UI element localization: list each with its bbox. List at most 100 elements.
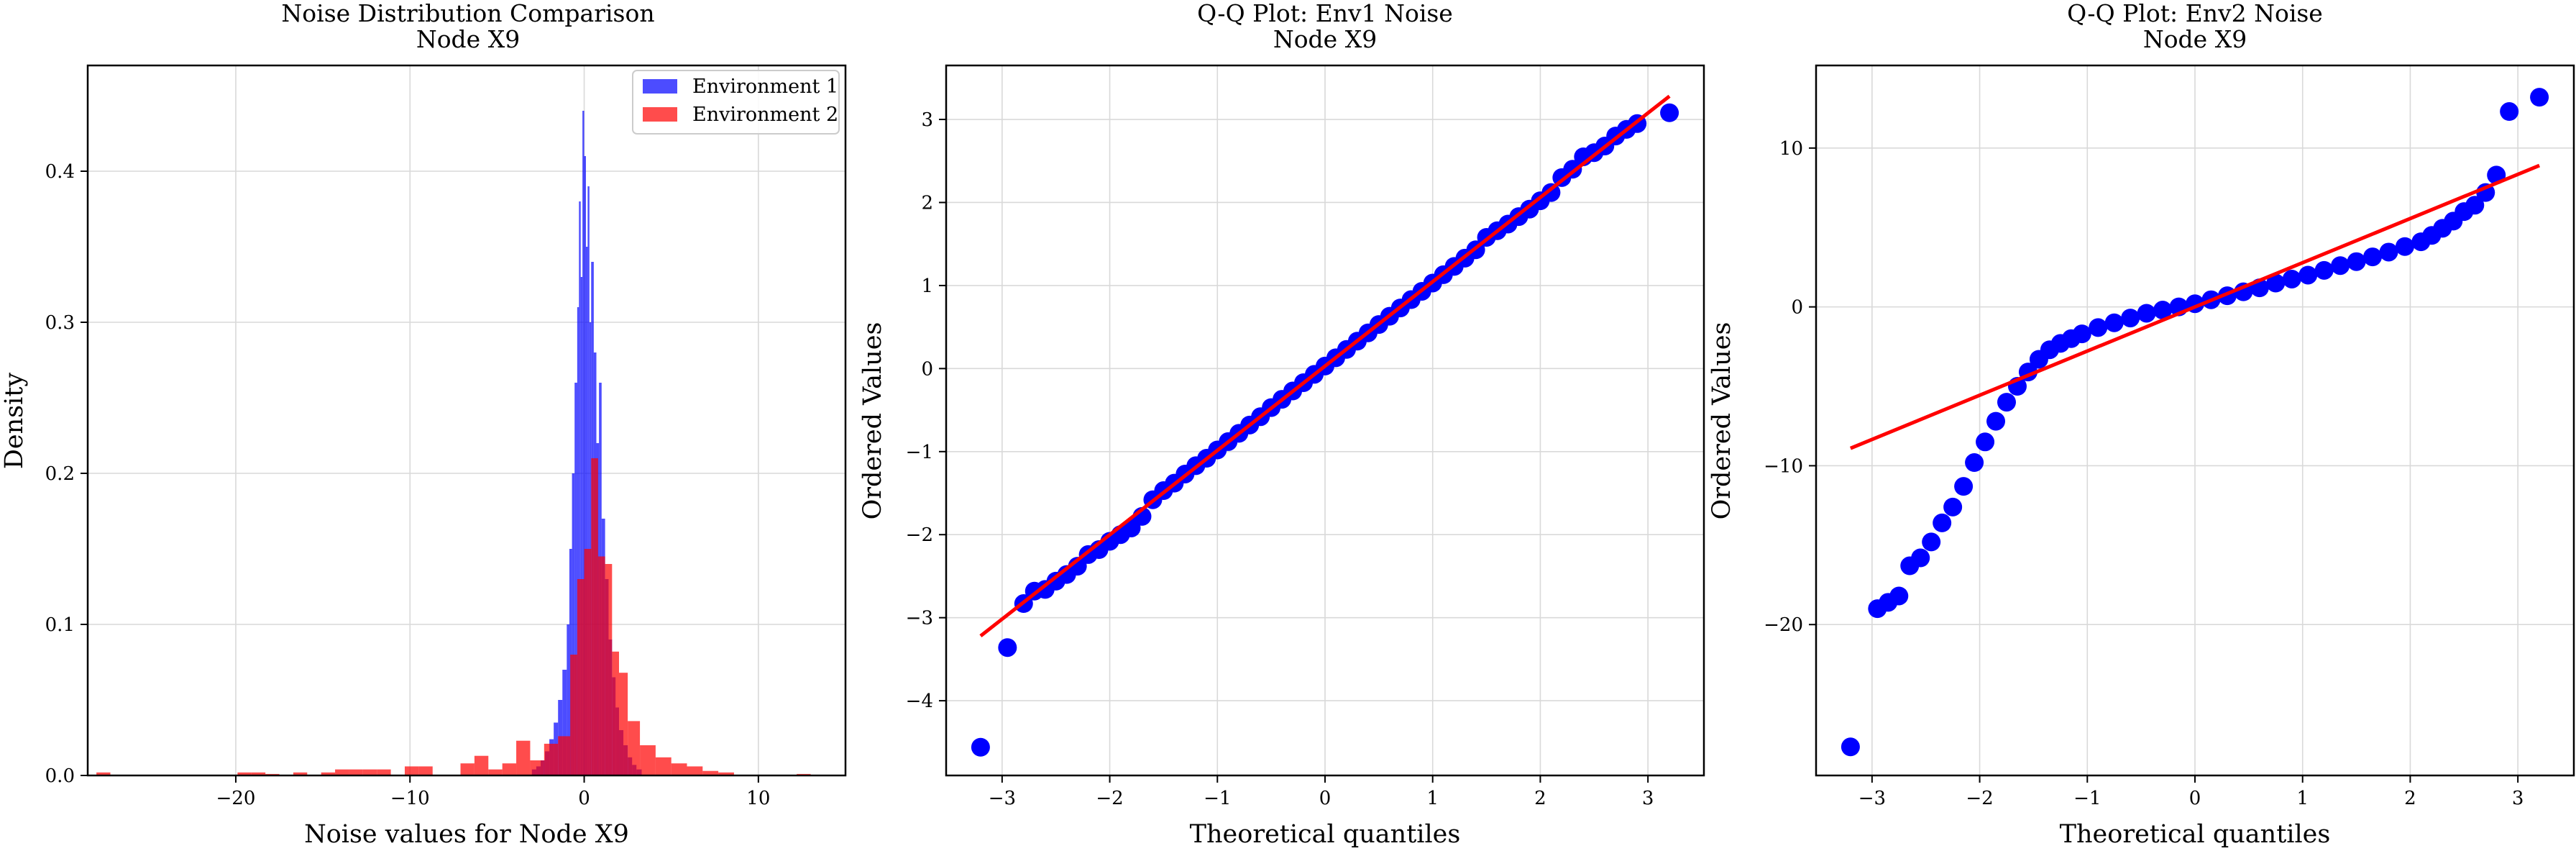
qq-env2-fit-line-group [1849, 163, 2541, 450]
qq-point [2104, 313, 2124, 332]
env2-histogram-bar [718, 772, 734, 775]
env2-histogram-bar [362, 769, 377, 775]
histogram-y-axis-label: Density [0, 373, 29, 470]
y-tick-label: 1 [921, 276, 933, 297]
y-tick-label: −2 [906, 524, 933, 546]
histogram-y-ticks: 0.0 0.1 0.2 0.3 0.4 [45, 161, 88, 787]
qq-env1-y-ticks: −4 −3 −2 −1 0 1 2 3 [906, 109, 946, 712]
x-tick-label: 1 [2296, 788, 2309, 809]
env2-histogram-bar [404, 766, 419, 775]
qq-point [1911, 548, 1930, 568]
y-tick-label: 3 [921, 109, 933, 131]
y-tick-label: −3 [906, 608, 933, 629]
qq-fit-line [979, 94, 1671, 638]
env1-histogram-bar [574, 383, 577, 775]
legend-swatch-environment-1 [643, 79, 677, 94]
y-tick-label: −1 [906, 442, 933, 463]
qq-point [2465, 196, 2485, 215]
x-tick-label: 10 [746, 788, 770, 809]
qq-point [998, 638, 1017, 657]
histogram-title-line1: Noise Distribution Comparison [281, 0, 654, 27]
env2-histogram-bar [584, 549, 592, 775]
qq-point [2153, 301, 2173, 320]
env2-histogram-bar [251, 772, 266, 775]
x-tick-label: 2 [1534, 788, 1546, 809]
y-tick-label: −10 [1764, 455, 1803, 477]
histogram-title-line2: Node X9 [416, 25, 520, 53]
env2-histogram-bar [558, 736, 571, 775]
qq-env1-panel: Q-Q Plot: Env1 Noise Node X9 −3 −2 −1 0 1 2 3 … [858, 0, 1705, 849]
env2-histogram-bar [591, 458, 598, 775]
qq-point [2347, 252, 2366, 271]
qq-env2-grid [1816, 65, 2574, 775]
qq-point [2089, 318, 2108, 337]
qq-env2-panel: Q-Q Plot: Env2 Noise Node X9 −3 −2 −1 0 1 2 3 … [1708, 0, 2575, 849]
legend-swatch-environment-2 [643, 107, 677, 122]
qq-point [2266, 273, 2286, 293]
env1-histogram-bar [584, 156, 586, 775]
legend-frame [632, 70, 840, 135]
env2-histogram-bar [516, 740, 531, 775]
legend-label-environment-1: Environment 1 [692, 76, 838, 98]
env1-histogram-bar [585, 247, 588, 775]
qq-point [1541, 183, 1561, 202]
qq-point [1954, 477, 1974, 496]
env1-histogram-bar [577, 307, 579, 775]
env2-histogram-bar [335, 769, 349, 775]
env2-histogram-bar [619, 673, 628, 775]
qq-point [1933, 513, 1952, 532]
qq-point [1986, 411, 2006, 431]
qq-env1-x-ticks: −3 −2 −1 0 1 2 3 [989, 775, 1654, 809]
env2-histogram-bar [577, 579, 585, 775]
y-tick-label: 0.3 [45, 312, 75, 334]
env2-histogram-bar [605, 564, 613, 775]
env2-histogram-bar [687, 766, 703, 775]
qq-point [2379, 242, 2398, 262]
x-tick-label: −2 [1096, 788, 1123, 809]
env2-histogram-bar [96, 772, 111, 775]
env2-histogram-bar [612, 651, 620, 775]
qq-env2-title-line1: Q-Q Plot: Env2 Noise [2067, 0, 2323, 27]
y-tick-label: 0 [1791, 297, 1803, 319]
env2-histogram-bar [671, 763, 687, 775]
env2-histogram-bar [502, 763, 517, 775]
qq-env1-fit-line-group [979, 94, 1671, 638]
env1-histogram-bar [587, 186, 590, 775]
env2-histogram-bar [418, 766, 433, 775]
env2-histogram-bar [628, 721, 641, 775]
qq-env2-x-axis-label: Theoretical quantiles [2060, 820, 2331, 849]
qq-point [1943, 497, 1963, 516]
env1-histogram-bar [580, 277, 583, 775]
env2-histogram-bar [488, 769, 503, 775]
x-tick-label: 1 [1426, 788, 1439, 809]
x-tick-label: 3 [1642, 788, 1654, 809]
qq-point [1976, 432, 1995, 452]
qq-point [1922, 532, 1941, 552]
qq-point [1997, 393, 2016, 412]
histogram-bars [96, 111, 811, 775]
x-tick-label: −2 [1966, 788, 1993, 809]
y-tick-label: 0.2 [45, 463, 75, 485]
qq-point [2072, 324, 2091, 344]
env1-histogram-bar [579, 201, 581, 775]
qq-fit-line [1849, 163, 2541, 450]
env2-histogram-bar [237, 772, 252, 775]
y-tick-label: 0.1 [45, 614, 75, 636]
y-tick-label: 0 [921, 358, 933, 380]
env2-histogram-bar [702, 770, 719, 775]
qq-env1-x-axis-label: Theoretical quantiles [1190, 820, 1461, 849]
env2-histogram-bar [570, 655, 577, 775]
env1-histogram-bar [582, 111, 585, 775]
qq-point [2121, 309, 2140, 328]
x-tick-label: −20 [216, 788, 256, 809]
histogram-panel: Noise Distribution Comparison Node X9 −2… [0, 0, 847, 849]
histogram-axes-frame [86, 64, 847, 777]
env1-histogram-bar [567, 624, 569, 775]
qq-point [2395, 237, 2414, 256]
x-tick-label: −1 [2073, 788, 2101, 809]
y-tick-label: 10 [1779, 138, 1803, 160]
y-tick-label: 0.0 [45, 765, 75, 787]
env2-histogram-bar [474, 755, 489, 775]
qq-env2-y-axis-label: Ordered Values [1708, 322, 1736, 520]
